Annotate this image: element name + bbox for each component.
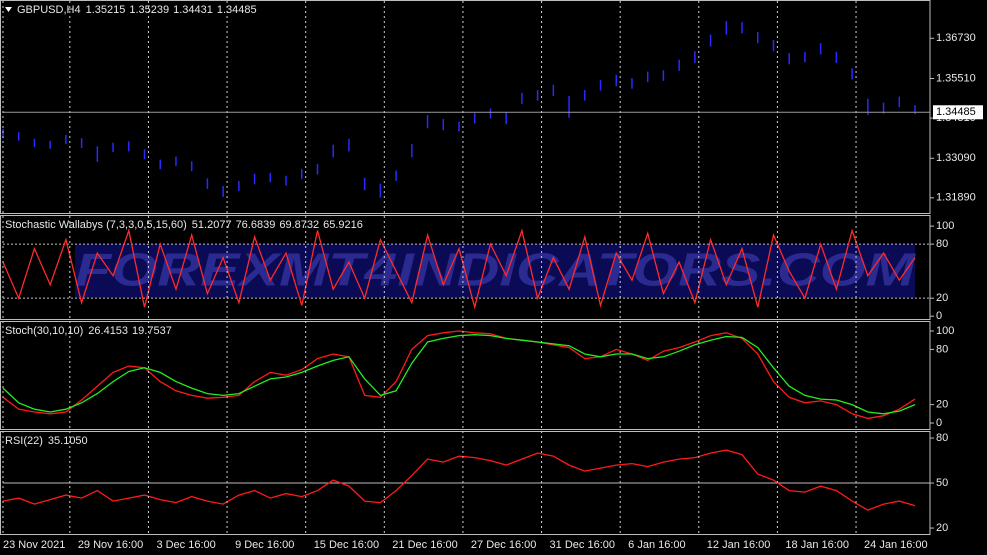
y-tick-label: 1.35510 (936, 72, 976, 84)
pane-title: RSI(22) (5, 435, 43, 447)
x-tick-label: 27 Dec 16:00 (471, 539, 536, 551)
x-tick-label: 31 Dec 16:00 (550, 539, 615, 551)
header-value: 65.9216 (323, 219, 363, 231)
x-tick-label: 24 Jan 16:00 (864, 539, 928, 551)
y-tick-label: 80 (936, 432, 948, 444)
y-tick-label: 20 (936, 522, 948, 534)
pane-frame (0, 321, 931, 430)
x-tick-label: 3 Dec 16:00 (156, 539, 215, 551)
y-tick-label: 0 (936, 310, 942, 322)
pane-frame (0, 215, 931, 320)
y-tick-label: 50 (936, 477, 948, 489)
y-tick-label: 1.36730 (936, 32, 976, 44)
x-tick-label: 23 Nov 2021 (3, 539, 65, 551)
x-tick-label: 6 Jan 16:00 (628, 539, 686, 551)
y-tick-label: 1.31890 (936, 192, 976, 204)
y-tick-label: 80 (936, 238, 948, 250)
header-value: 19.7537 (132, 325, 172, 337)
y-tick-label: 80 (936, 343, 948, 355)
pane-title: Stochastic Wallabys (7,3,3,0,5,15,60) (5, 219, 187, 231)
watermark: FOREXMT4INDICATORS.COM (75, 243, 917, 295)
y-tick-label: 1.33090 (936, 152, 976, 164)
last-price-box (933, 105, 983, 120)
pane-frame (0, 0, 931, 214)
header-value: 35.1050 (48, 435, 88, 447)
x-tick-label: 29 Nov 16:00 (78, 539, 143, 551)
x-tick-label: 21 Dec 16:00 (392, 539, 457, 551)
series-line (2, 330, 916, 420)
header-value: 51.2077 (192, 219, 232, 231)
pane-title: GBPUSD,H4 (17, 4, 81, 16)
y-tick-label: 100 (936, 325, 954, 337)
y-tick-label: 20 (936, 292, 948, 304)
series-line (2, 449, 916, 511)
x-tick-label: 18 Jan 16:00 (785, 539, 849, 551)
last-price-label: 1.34485 (936, 106, 976, 118)
header-value: 1.34485 (217, 4, 257, 16)
header-value: 26.4153 (88, 325, 128, 337)
y-tick-label: 100 (936, 220, 954, 232)
header-value: 69.8732 (279, 219, 319, 231)
header-value: 1.34431 (173, 4, 213, 16)
y-tick-label: 20 (936, 399, 948, 411)
pane-title: Stoch(30,10,10) (5, 325, 83, 337)
series-line (2, 228, 916, 310)
series-line (2, 334, 916, 415)
x-tick-label: 15 Dec 16:00 (314, 539, 379, 551)
header-value: 76.6839 (236, 219, 276, 231)
x-tick-label: 9 Dec 16:00 (235, 539, 294, 551)
x-tick-label: 12 Jan 16:00 (707, 539, 771, 551)
header-value: 1.35215 (86, 4, 126, 16)
header-value: 1.35239 (129, 4, 169, 16)
menu-triangle (5, 7, 12, 12)
y-tick-label: 0 (936, 417, 942, 429)
